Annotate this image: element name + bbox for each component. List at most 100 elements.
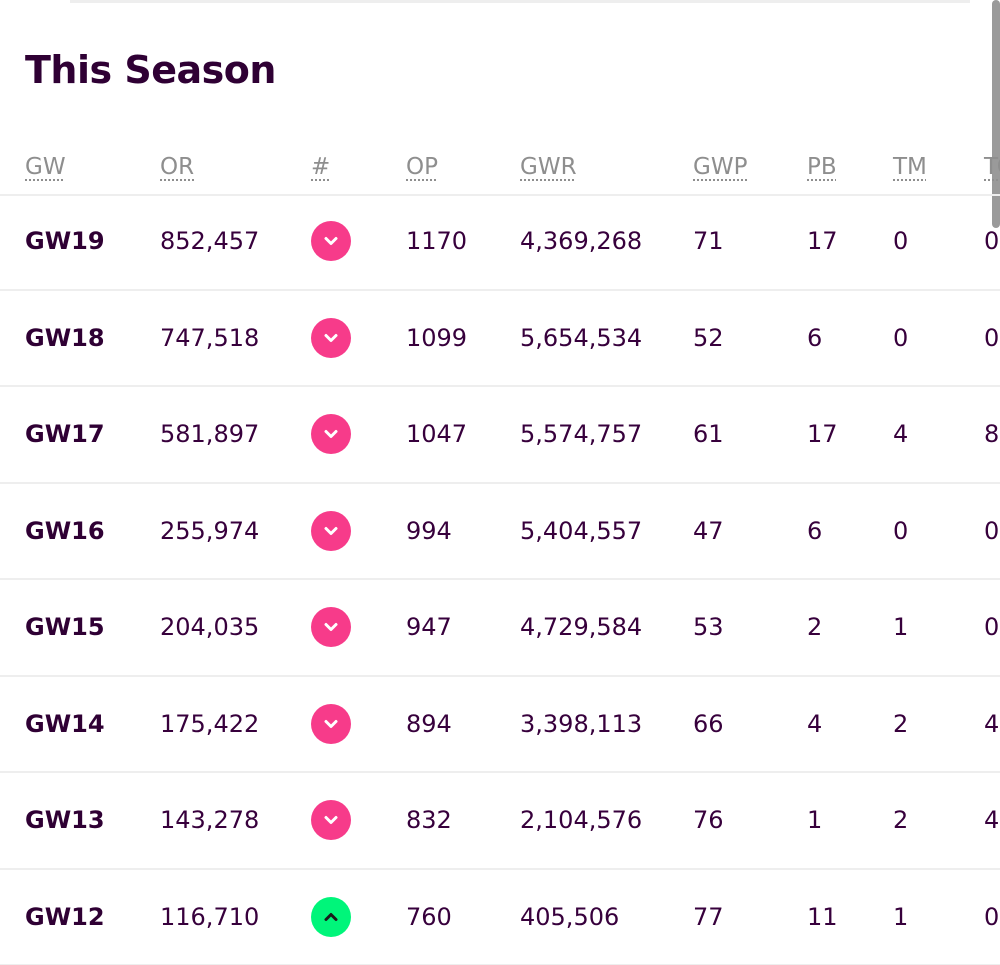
table-row[interactable]: GW14 175,422 894 3,398,113 66 4 2 4 — [0, 677, 1000, 773]
transfers-cost-cell: 0 — [984, 902, 1000, 931]
overall-rank-cell: 255,974 — [160, 516, 260, 545]
chevron-down-icon — [311, 607, 351, 648]
gameweek-rank-cell: 4,729,584 — [520, 613, 643, 642]
transfers-made-cell: 4 — [893, 420, 909, 449]
table-header: GW OR # OP GWR GWP PB TM TC — [0, 140, 1000, 196]
table-row[interactable]: GW18 747,518 1099 5,654,534 52 6 0 0 — [0, 291, 1000, 387]
chevron-down-icon — [311, 317, 351, 358]
rank-change-cell — [311, 677, 351, 772]
column-header-gwr[interactable]: GWR — [520, 154, 577, 180]
overall-points-cell: 1170 — [406, 227, 468, 256]
gameweek-cell: GW14 — [25, 709, 105, 738]
points-on-bench-cell: 2 — [807, 613, 823, 642]
gameweek-points-cell: 77 — [693, 902, 724, 931]
overall-points-cell: 994 — [406, 516, 452, 545]
overall-points-cell: 1099 — [406, 323, 468, 352]
transfers-made-cell: 1 — [893, 613, 909, 642]
column-header-op[interactable]: OP — [406, 154, 438, 180]
table-row[interactable]: GW12 116,710 760 405,506 77 11 1 0 — [0, 870, 1000, 965]
table-row[interactable]: GW16 255,974 994 5,404,557 47 6 0 0 — [0, 484, 1000, 580]
gameweek-cell: GW15 — [25, 613, 105, 642]
table-row[interactable]: GW19 852,457 1170 4,369,268 71 17 0 0 — [0, 194, 1000, 291]
column-header-or[interactable]: OR — [160, 154, 195, 180]
chevron-up-icon — [311, 896, 351, 937]
column-header-gwp[interactable]: GWP — [693, 154, 748, 180]
points-on-bench-cell: 6 — [807, 323, 823, 352]
gameweek-cell: GW19 — [25, 227, 105, 256]
transfers-made-cell: 1 — [893, 902, 909, 931]
gameweek-points-cell: 76 — [693, 806, 724, 835]
column-header-rank-change[interactable]: # — [311, 154, 331, 180]
transfers-cost-cell: 8 — [984, 420, 1000, 449]
rank-change-cell — [311, 870, 351, 965]
overall-rank-cell: 116,710 — [160, 902, 260, 931]
divider — [70, 0, 970, 3]
overall-points-cell: 760 — [406, 902, 452, 931]
chevron-down-icon — [311, 510, 351, 551]
gameweek-rank-cell: 3,398,113 — [520, 709, 643, 738]
rank-change-cell — [311, 291, 351, 386]
gameweek-cell: GW12 — [25, 902, 105, 931]
transfers-made-cell: 2 — [893, 806, 909, 835]
transfers-made-cell: 2 — [893, 709, 909, 738]
column-header-pb[interactable]: PB — [807, 154, 837, 180]
points-on-bench-cell: 4 — [807, 709, 823, 738]
overall-rank-cell: 175,422 — [160, 709, 260, 738]
chevron-down-icon — [311, 703, 351, 744]
transfers-cost-cell: 0 — [984, 613, 1000, 642]
points-on-bench-cell: 11 — [807, 902, 838, 931]
overall-rank-cell: 747,518 — [160, 323, 260, 352]
gameweek-cell: GW18 — [25, 323, 105, 352]
gameweek-rank-cell: 5,654,534 — [520, 323, 643, 352]
gameweek-rank-cell: 2,104,576 — [520, 806, 643, 835]
rank-change-cell — [311, 773, 351, 868]
scrollbar[interactable] — [992, 0, 1000, 228]
rank-change-cell — [311, 387, 351, 482]
transfers-cost-cell: 0 — [984, 323, 1000, 352]
transfers-made-cell: 0 — [893, 323, 909, 352]
column-header-gw[interactable]: GW — [25, 154, 66, 180]
gameweek-rank-cell: 5,574,757 — [520, 420, 643, 449]
gameweek-cell: GW17 — [25, 420, 105, 449]
rank-change-cell — [311, 194, 351, 289]
transfers-made-cell: 0 — [893, 516, 909, 545]
overall-rank-cell: 581,897 — [160, 420, 260, 449]
points-on-bench-cell: 6 — [807, 516, 823, 545]
gameweek-points-cell: 53 — [693, 613, 724, 642]
transfers-cost-cell: 4 — [984, 709, 1000, 738]
gameweek-points-cell: 71 — [693, 227, 724, 256]
history-table-body: GW19 852,457 1170 4,369,268 71 17 0 0 GW18 747,51… — [0, 194, 1000, 965]
rank-change-cell — [311, 580, 351, 675]
column-header-tm[interactable]: TM — [893, 154, 927, 180]
gameweek-cell: GW16 — [25, 516, 105, 545]
column-header-tc[interactable]: TC — [984, 154, 1000, 180]
chevron-down-icon — [311, 414, 351, 455]
gameweek-cell: GW13 — [25, 806, 105, 835]
page-title: This Season — [25, 48, 276, 92]
rank-change-cell — [311, 484, 351, 579]
overall-rank-cell: 852,457 — [160, 227, 260, 256]
table-row[interactable]: GW17 581,897 1047 5,574,757 61 17 4 8 — [0, 387, 1000, 484]
transfers-made-cell: 0 — [893, 227, 909, 256]
overall-points-cell: 1047 — [406, 420, 468, 449]
gameweek-points-cell: 66 — [693, 709, 724, 738]
points-on-bench-cell: 1 — [807, 806, 823, 835]
transfers-cost-cell: 0 — [984, 516, 1000, 545]
overall-points-cell: 947 — [406, 613, 452, 642]
gameweek-points-cell: 61 — [693, 420, 724, 449]
gameweek-rank-cell: 5,404,557 — [520, 516, 643, 545]
gameweek-rank-cell: 405,506 — [520, 902, 620, 931]
table-row[interactable]: GW15 204,035 947 4,729,584 53 2 1 0 — [0, 580, 1000, 677]
points-on-bench-cell: 17 — [807, 420, 838, 449]
transfers-cost-cell: 4 — [984, 806, 1000, 835]
table-row[interactable]: GW13 143,278 832 2,104,576 76 1 2 4 — [0, 773, 1000, 870]
gameweek-points-cell: 47 — [693, 516, 724, 545]
chevron-down-icon — [311, 800, 351, 841]
gameweek-points-cell: 52 — [693, 323, 724, 352]
overall-points-cell: 894 — [406, 709, 452, 738]
transfers-cost-cell: 0 — [984, 227, 1000, 256]
overall-rank-cell: 204,035 — [160, 613, 260, 642]
overall-points-cell: 832 — [406, 806, 452, 835]
gameweek-rank-cell: 4,369,268 — [520, 227, 643, 256]
